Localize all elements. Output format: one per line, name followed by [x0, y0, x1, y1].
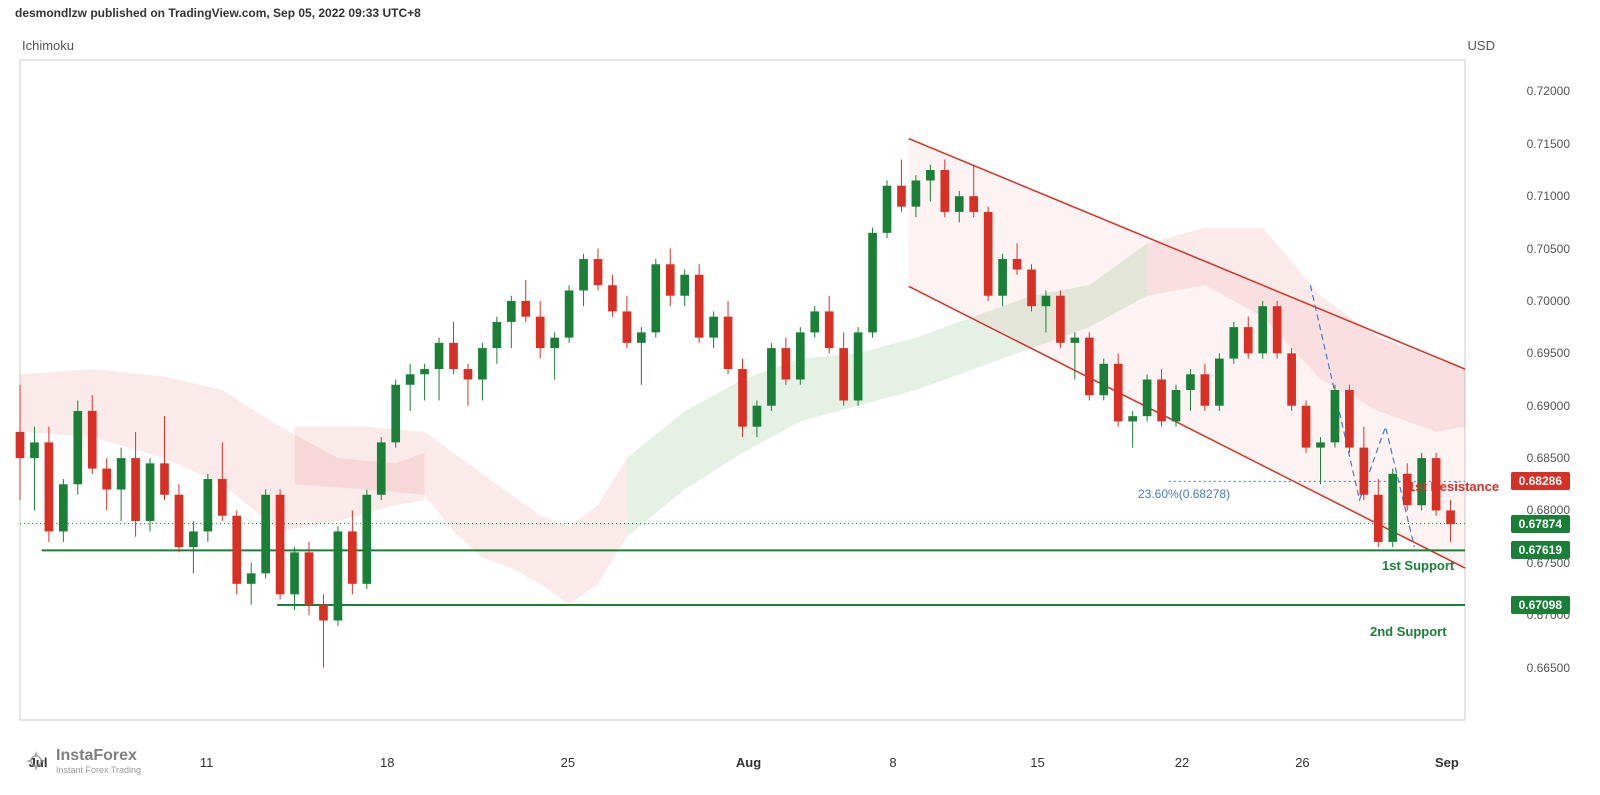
- y-tick: 0.70000: [1527, 294, 1570, 308]
- y-tick: 0.66500: [1527, 661, 1570, 675]
- brand-icon: [22, 747, 50, 775]
- support-annotation: 2nd Support: [1370, 624, 1447, 639]
- y-tick: 0.72000: [1527, 84, 1570, 98]
- price-label: 0.67874: [1511, 515, 1570, 533]
- x-tick: 25: [561, 755, 575, 770]
- price-label: 0.67619: [1511, 541, 1570, 559]
- support-annotation: 1st Support: [1382, 558, 1454, 573]
- brand-watermark: InstaForex Instant Forex Trading: [22, 747, 141, 775]
- x-tick: 22: [1175, 755, 1189, 770]
- y-tick: 0.68500: [1527, 451, 1570, 465]
- x-tick: 8: [889, 755, 896, 770]
- y-tick: 0.69000: [1527, 399, 1570, 413]
- x-tick: Sep: [1435, 755, 1459, 770]
- x-tick: 18: [380, 755, 394, 770]
- x-tick: 26: [1295, 755, 1309, 770]
- y-tick: 0.71500: [1527, 137, 1570, 151]
- price-chart[interactable]: [15, 25, 1470, 745]
- y-tick: 0.69500: [1527, 346, 1570, 360]
- resistance-annotation: 1st Resistance: [1408, 479, 1499, 494]
- price-label: 0.67098: [1511, 596, 1570, 614]
- publisher-text: desmondlzw published on TradingView.com,…: [15, 6, 421, 20]
- price-label: 0.68286: [1511, 472, 1570, 490]
- y-tick: 0.71000: [1527, 189, 1570, 203]
- y-axis: 0.665000.670000.675000.680000.685000.690…: [1470, 25, 1600, 745]
- brand-name: InstaForex: [56, 747, 141, 765]
- chart-container: desmondlzw published on TradingView.com,…: [0, 0, 1600, 795]
- x-tick: Aug: [736, 755, 761, 770]
- y-tick: 0.70500: [1527, 242, 1570, 256]
- x-axis: Jul111825Aug8152226Sep: [15, 755, 1470, 775]
- x-tick: 15: [1030, 755, 1044, 770]
- fib-annotation: 23.60%(0.68278): [1138, 487, 1230, 501]
- brand-tagline: Instant Forex Trading: [56, 765, 141, 775]
- x-tick: 11: [200, 755, 214, 770]
